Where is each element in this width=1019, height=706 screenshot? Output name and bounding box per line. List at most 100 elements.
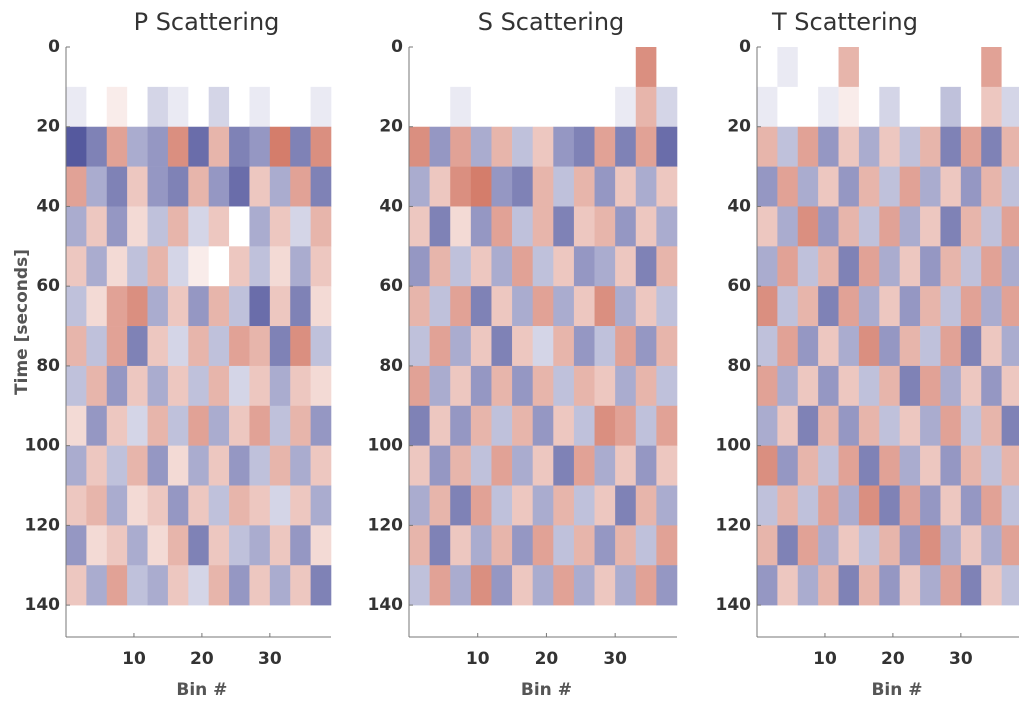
heat-cell bbox=[656, 86, 678, 128]
heat-cell bbox=[147, 206, 169, 247]
heat-cell bbox=[553, 47, 575, 88]
heat-cell bbox=[615, 47, 637, 88]
heat-cell bbox=[656, 126, 678, 167]
heat-cell bbox=[858, 485, 880, 526]
heat-cell bbox=[470, 166, 492, 207]
heat-cell bbox=[66, 286, 87, 327]
heat-cell bbox=[797, 485, 819, 526]
heat-cell bbox=[127, 485, 148, 526]
heat-cell bbox=[532, 326, 554, 367]
heat-cell bbox=[858, 126, 880, 167]
heat-cell bbox=[838, 166, 860, 207]
heat-cell bbox=[573, 485, 595, 526]
heat-cell bbox=[777, 445, 799, 486]
heat-cell bbox=[409, 206, 430, 247]
heat-cell bbox=[229, 246, 250, 287]
panel-title: T Scattering bbox=[771, 8, 918, 36]
heat-cell bbox=[1001, 47, 1019, 88]
heat-cell bbox=[106, 47, 128, 88]
heat-cell bbox=[188, 126, 209, 167]
heat-cell bbox=[858, 286, 880, 327]
heat-cell bbox=[879, 166, 900, 207]
heat-cell bbox=[249, 246, 271, 287]
heat-cell bbox=[409, 405, 430, 446]
heat-cell bbox=[899, 47, 921, 88]
heat-cell bbox=[208, 246, 230, 287]
heat-cell bbox=[879, 86, 900, 128]
heat-cell bbox=[818, 126, 839, 167]
heat-cell bbox=[106, 405, 128, 446]
heat-cell bbox=[249, 166, 271, 207]
heat-cell bbox=[635, 126, 657, 167]
heat-cell bbox=[920, 47, 941, 88]
heat-cell bbox=[818, 485, 839, 526]
heat-cell bbox=[879, 445, 900, 486]
heat-cell bbox=[229, 485, 250, 526]
heat-cell bbox=[470, 326, 492, 367]
heat-cell bbox=[838, 485, 860, 526]
heat-cell bbox=[635, 286, 657, 327]
heat-cell bbox=[1001, 326, 1019, 367]
heat-cell bbox=[127, 525, 148, 566]
heat-cell bbox=[1001, 565, 1019, 606]
heat-cell bbox=[450, 126, 472, 167]
heat-cell bbox=[879, 365, 900, 407]
heat-cell bbox=[553, 206, 575, 247]
heat-cell bbox=[981, 365, 1002, 407]
heat-cell bbox=[491, 286, 513, 327]
heat-cell bbox=[615, 485, 637, 526]
x-tick-label: 20 bbox=[535, 649, 559, 669]
heat-cell bbox=[920, 365, 941, 407]
heat-cell bbox=[635, 326, 657, 367]
heat-cell bbox=[409, 565, 430, 606]
heat-cell bbox=[553, 126, 575, 167]
heat-cell bbox=[147, 445, 169, 486]
heat-cell bbox=[450, 166, 472, 207]
heat-cell bbox=[757, 86, 778, 128]
heat-cell bbox=[858, 47, 880, 88]
heat-cell bbox=[188, 405, 209, 446]
heat-cell bbox=[310, 565, 332, 606]
heat-cell bbox=[899, 206, 921, 247]
heat-cell bbox=[573, 86, 595, 128]
y-tick-label: 120 bbox=[716, 515, 752, 535]
heat-cell bbox=[429, 485, 451, 526]
heat-cell bbox=[879, 126, 900, 167]
heat-cell bbox=[879, 286, 900, 327]
heat-cell bbox=[777, 286, 799, 327]
heat-cell bbox=[127, 405, 148, 446]
panel: 0 20 40 60 80 100 120 140 10 20 30 P Scattering Bin … bbox=[12, 8, 332, 700]
heat-cell bbox=[838, 47, 860, 88]
heat-cell bbox=[656, 365, 678, 407]
heat-cell bbox=[858, 86, 880, 128]
heat-cell bbox=[940, 405, 962, 446]
heat-cell bbox=[188, 445, 209, 486]
heat-cell bbox=[450, 86, 472, 128]
heat-cell bbox=[491, 166, 513, 207]
heat-cell bbox=[310, 405, 332, 446]
heat-cell bbox=[1001, 525, 1019, 566]
heat-cell bbox=[290, 326, 311, 367]
heat-cell bbox=[290, 525, 311, 566]
y-tick-label: 100 bbox=[716, 436, 752, 456]
heat-cell bbox=[757, 405, 778, 446]
heat-cell bbox=[920, 405, 941, 446]
heat-cell bbox=[229, 365, 250, 407]
heat-cell bbox=[229, 525, 250, 566]
heat-cell bbox=[594, 365, 616, 407]
heat-cell bbox=[858, 405, 880, 446]
heat-cell bbox=[310, 86, 332, 128]
heat-cell bbox=[777, 525, 799, 566]
heat-cell bbox=[512, 126, 533, 167]
heat-cell bbox=[1001, 445, 1019, 486]
heat-cell bbox=[188, 485, 209, 526]
x-axis-label: Bin # bbox=[521, 680, 572, 700]
heat-cell bbox=[512, 326, 533, 367]
heat-cell bbox=[429, 86, 451, 128]
heat-cell bbox=[797, 47, 819, 88]
heat-cell bbox=[229, 126, 250, 167]
heat-cell bbox=[940, 525, 962, 566]
heat-cell bbox=[127, 126, 148, 167]
heat-cell bbox=[615, 166, 637, 207]
heat-cell bbox=[86, 286, 108, 327]
